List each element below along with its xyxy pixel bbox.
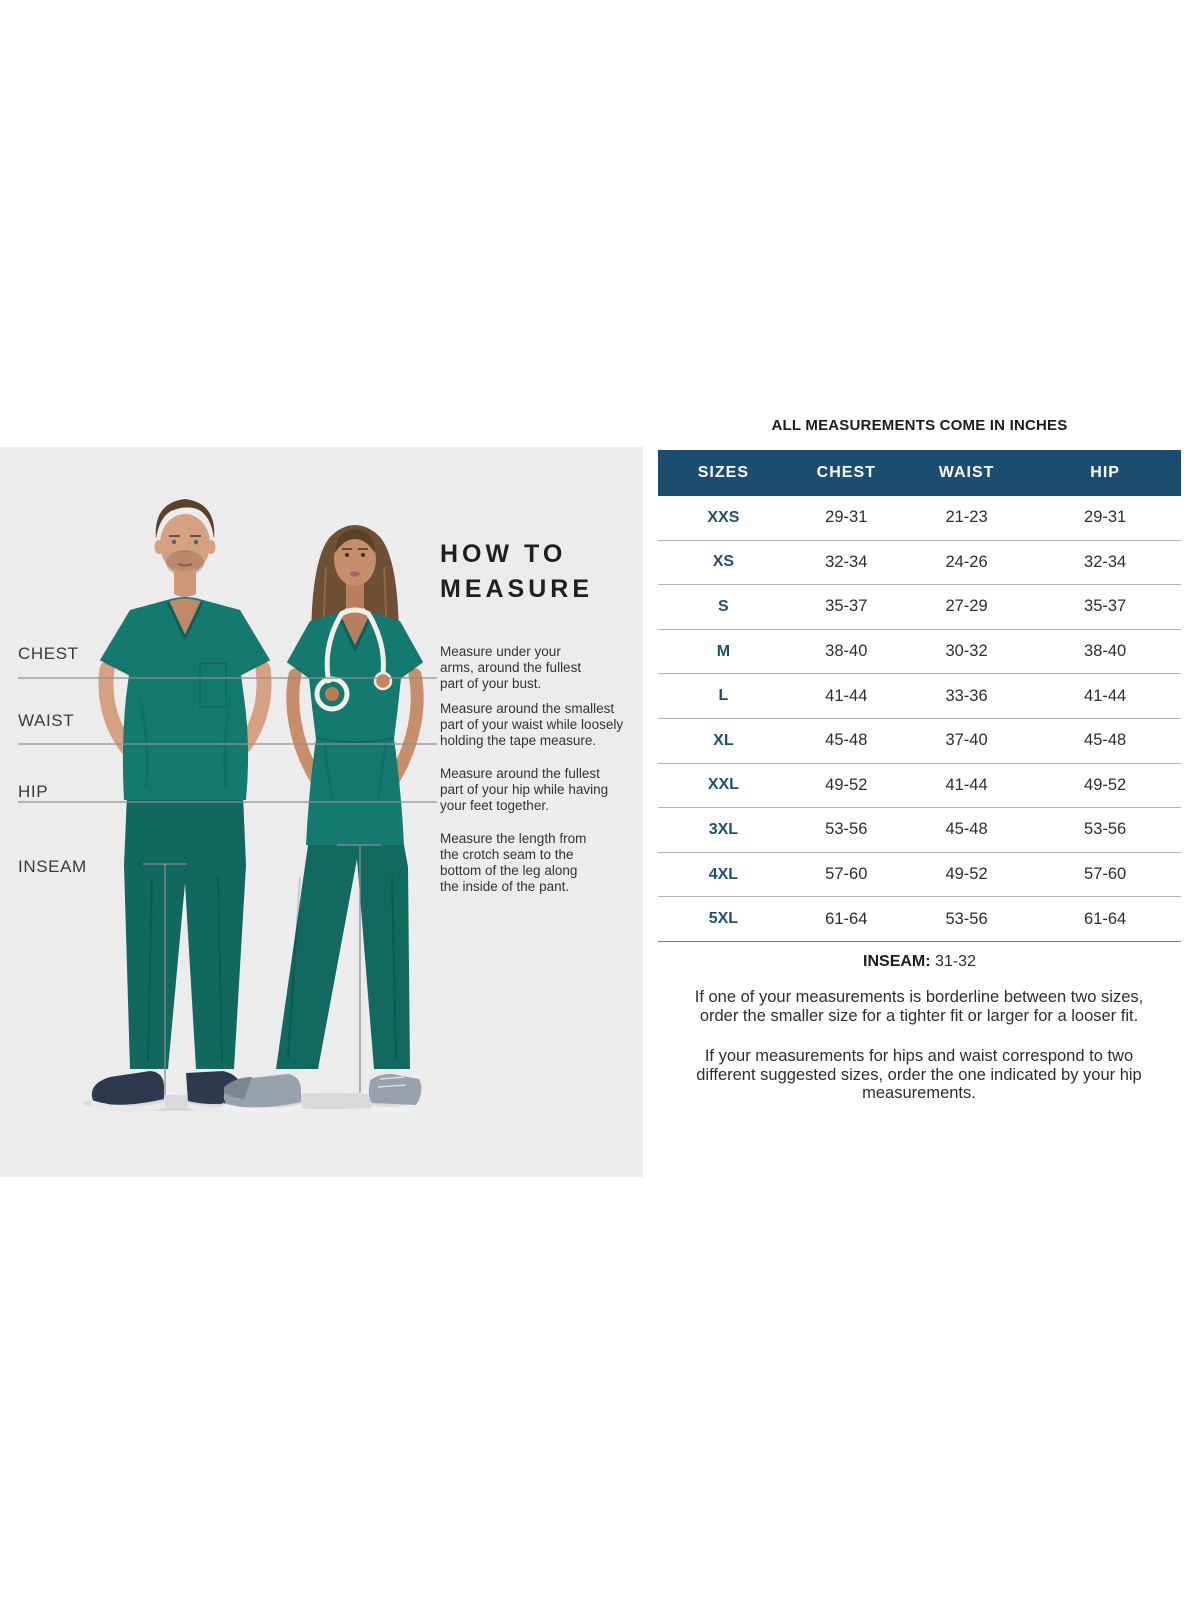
size-cell: XXL xyxy=(707,776,739,794)
measurement-lines xyxy=(18,677,437,1095)
chest-instruction: Measure under your arms, around the full… xyxy=(440,644,582,691)
size-cell: 3XL xyxy=(708,820,739,838)
sizing-note-hip-priority: If your measurements for hips and waist … xyxy=(696,1047,1142,1102)
size-cell: XS xyxy=(712,553,735,571)
how-to-measure-panel: HOW TO MEASURE CHEST WAIST HIP INSEAM Me… xyxy=(0,447,643,1177)
waist-cell: 21-23 xyxy=(945,508,988,527)
table-row: 3XL 53-56 45-48 53-56 xyxy=(658,808,1181,853)
waist-cell: 41-44 xyxy=(945,775,988,794)
hip-instruction: Measure around the fullest part of your … xyxy=(440,766,609,813)
size-chart-table: SIZES CHEST WAIST HIP XXS 29-31 21-23 29… xyxy=(658,450,1181,942)
waist-cell: 27-29 xyxy=(945,597,988,616)
waist-instruction: Measure around the smallest part of your… xyxy=(440,701,624,748)
column-header-waist: WAIST xyxy=(938,464,995,481)
table-row: XXS 29-31 21-23 29-31 xyxy=(658,496,1181,541)
hip-cell: 35-37 xyxy=(1084,597,1127,616)
table-row: XL 45-48 37-40 45-48 xyxy=(658,719,1181,764)
size-cell: 5XL xyxy=(708,910,739,928)
table-row: XS 32-34 24-26 32-34 xyxy=(658,541,1181,586)
size-cell: 4XL xyxy=(708,865,739,883)
hip-cell: 32-34 xyxy=(1084,552,1127,571)
column-header-hip: HIP xyxy=(1090,464,1120,481)
size-cell: XL xyxy=(713,731,734,749)
stethoscope xyxy=(314,607,393,712)
waist-cell: 30-32 xyxy=(945,642,988,661)
chest-cell: 57-60 xyxy=(825,865,868,884)
chest-cell: 29-31 xyxy=(825,508,868,527)
table-row: S 35-37 27-29 35-37 xyxy=(658,585,1181,630)
heading-line-1: HOW TO xyxy=(440,540,567,568)
hip-label: HIP xyxy=(18,782,49,801)
hip-cell: 29-31 xyxy=(1084,508,1127,527)
chest-label: CHEST xyxy=(18,644,79,663)
waist-cell: 53-56 xyxy=(945,909,988,928)
female-model xyxy=(222,525,424,1114)
inseam-summary-label: INSEAM: xyxy=(863,953,931,970)
table-row: M 38-40 30-32 38-40 xyxy=(658,630,1181,675)
size-cell: M xyxy=(716,642,731,660)
size-cell: XXS xyxy=(707,508,740,526)
table-row: XXL 49-52 41-44 49-52 xyxy=(658,764,1181,809)
table-row: 4XL 57-60 49-52 57-60 xyxy=(658,853,1181,898)
waist-cell: 33-36 xyxy=(945,686,988,705)
chest-cell: 38-40 xyxy=(825,642,868,661)
inseam-summary: INSEAM: 31-32 xyxy=(658,953,1181,971)
chest-cell: 41-44 xyxy=(825,686,868,705)
how-to-measure-heading: HOW TO MEASURE xyxy=(440,537,593,607)
hip-cell: 61-64 xyxy=(1084,909,1127,928)
size-chart-title: ALL MEASUREMENTS COME IN INCHES xyxy=(771,417,1068,434)
waist-label: WAIST xyxy=(18,711,75,730)
size-cell: L xyxy=(718,687,729,705)
waist-cell: 49-52 xyxy=(945,865,988,884)
inseam-summary-value: 31-32 xyxy=(935,953,976,970)
hip-cell: 57-60 xyxy=(1084,865,1127,884)
chest-cell: 61-64 xyxy=(825,909,868,928)
table-header-row: SIZES CHEST WAIST HIP xyxy=(658,450,1181,496)
chest-cell: 49-52 xyxy=(825,775,868,794)
waist-cell: 37-40 xyxy=(945,731,988,750)
inseam-label: INSEAM xyxy=(18,857,87,876)
models-illustration xyxy=(18,499,437,1114)
hip-cell: 41-44 xyxy=(1084,686,1127,705)
hip-cell: 49-52 xyxy=(1084,775,1127,794)
chest-cell: 45-48 xyxy=(825,731,868,750)
hip-cell: 38-40 xyxy=(1084,642,1127,661)
chest-cell: 53-56 xyxy=(825,820,868,839)
chest-cell: 32-34 xyxy=(825,552,868,571)
waist-cell: 24-26 xyxy=(945,552,988,571)
male-model xyxy=(90,499,272,1113)
column-header-chest: CHEST xyxy=(816,464,876,481)
heading-line-2: MEASURE xyxy=(440,575,594,603)
table-row: 5XL 61-64 53-56 61-64 xyxy=(658,897,1181,942)
inseam-instruction: Measure the length from the crotch seam … xyxy=(440,831,587,894)
hip-cell: 53-56 xyxy=(1084,820,1127,839)
table-row: L 41-44 33-36 41-44 xyxy=(658,674,1181,719)
size-cell: S xyxy=(718,597,729,615)
hip-cell: 45-48 xyxy=(1084,731,1127,750)
column-header-sizes: SIZES xyxy=(697,464,749,481)
waist-cell: 45-48 xyxy=(945,820,988,839)
chest-cell: 35-37 xyxy=(825,597,868,616)
sizing-note-borderline: If one of your measurements is borderlin… xyxy=(694,988,1144,1025)
